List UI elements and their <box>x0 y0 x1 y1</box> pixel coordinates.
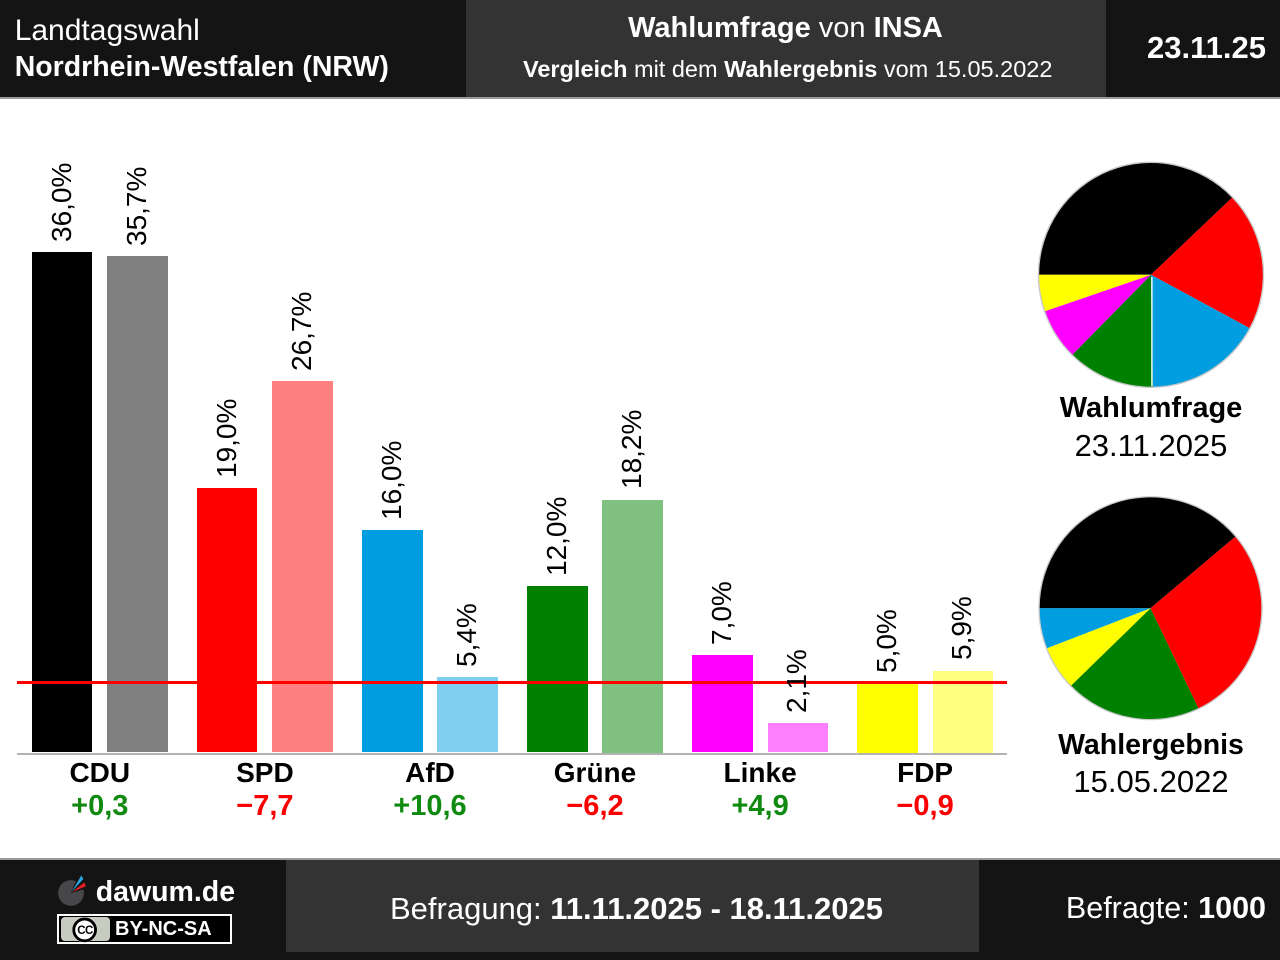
svg-text:CC: CC <box>77 924 93 936</box>
